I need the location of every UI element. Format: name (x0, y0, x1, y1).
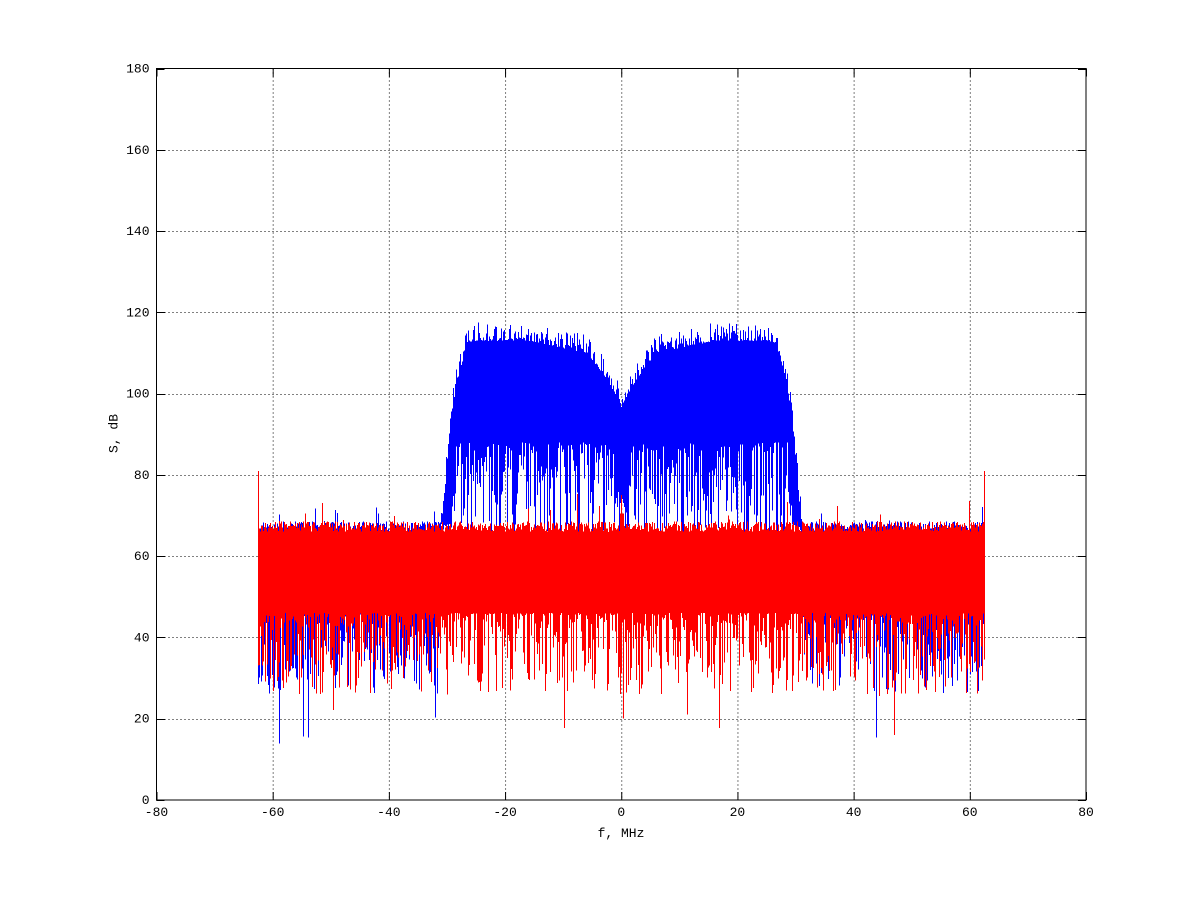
axis-ticks (156, 68, 1087, 801)
y-tick-label: 40 (134, 630, 150, 645)
x-tick-label: 40 (846, 805, 862, 820)
series-noise-spectrum (258, 470, 985, 736)
y-tick-label: 20 (134, 712, 150, 727)
x-tick-label: -20 (493, 805, 516, 820)
y-tick-label: 160 (126, 143, 149, 158)
y-tick-label: 80 (134, 468, 150, 483)
y-tick-label: 120 (126, 305, 149, 320)
x-tick-label: 20 (730, 805, 746, 820)
tick-labels: -80 -60 -40 -20 0 20 40 60 80 0 20 40 60 80 100 120 140 1… (126, 62, 1094, 821)
x-tick-label: 60 (962, 805, 978, 820)
y-tick-label: 140 (126, 224, 149, 239)
x-tick-label: 80 (1078, 805, 1094, 820)
x-tick-label: -40 (377, 805, 400, 820)
y-axis-label: S, dB (106, 414, 122, 454)
y-tick-label: 180 (126, 62, 149, 77)
y-tick-label: 100 (126, 387, 149, 402)
y-tick-label: 0 (142, 793, 150, 808)
x-tick-label: -60 (261, 805, 284, 820)
y-tick-label: 60 (134, 549, 150, 564)
x-tick-label: -80 (145, 805, 168, 820)
x-tick-label: 0 (617, 805, 625, 820)
x-axis-label: f, MHz (597, 826, 645, 841)
